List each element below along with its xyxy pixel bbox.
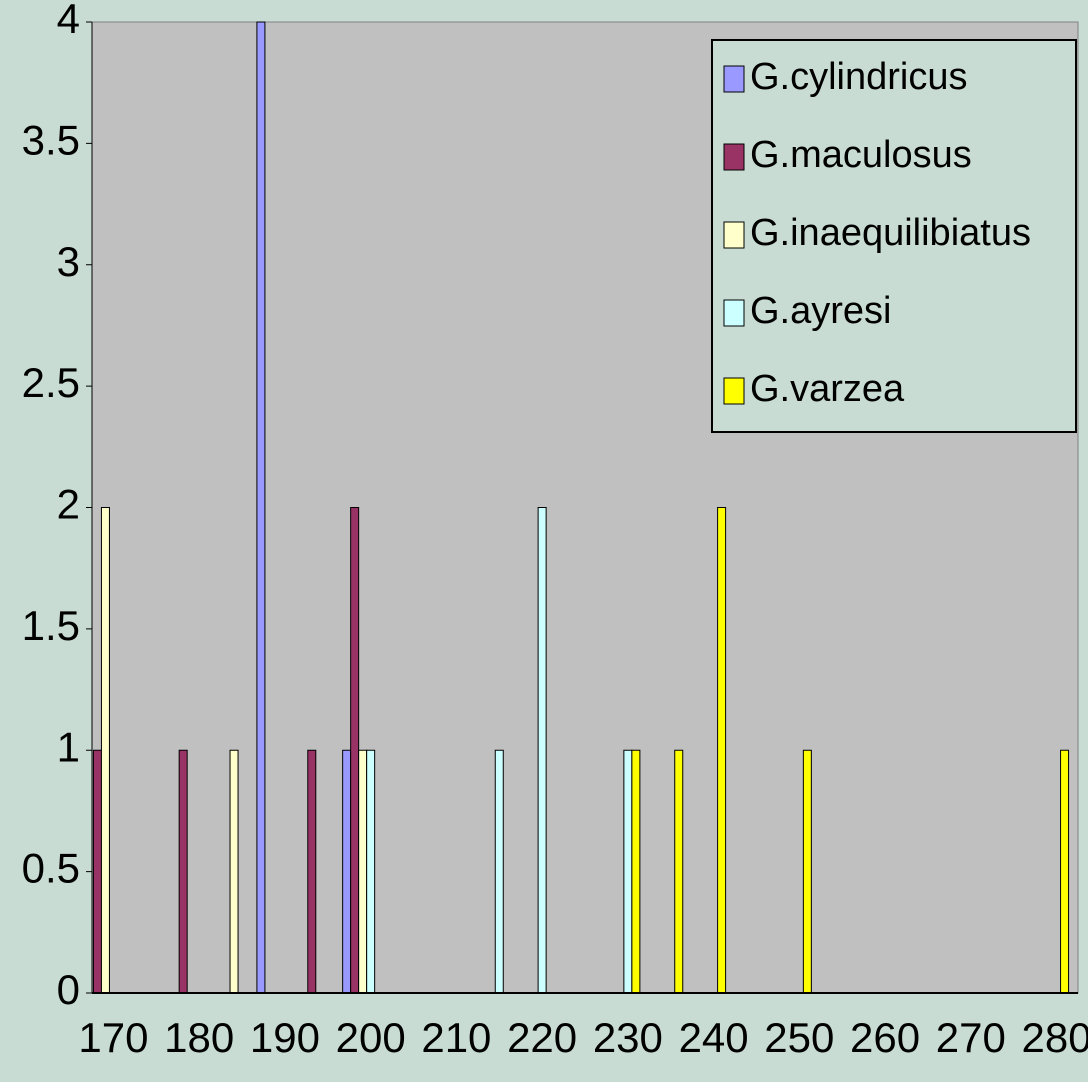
legend-box [711,39,1077,433]
legend-label: G.ayresi [750,290,891,332]
bar [802,749,812,994]
bar [366,749,376,994]
legend-swatch [723,299,745,327]
legend-label: G.varzea [750,368,905,410]
legend-swatch [723,143,745,171]
bar [178,749,188,994]
bar [537,507,547,994]
x-tick-label: 240 [679,1014,749,1061]
bar [358,749,368,994]
legend-label: G.cylindricus [750,56,968,98]
legend-label: G.inaequilibiatus [750,212,1031,254]
y-tick-label: 4 [57,0,80,42]
x-tick-label: 230 [593,1014,663,1061]
bar [92,749,102,994]
bar [256,21,266,994]
bar [1060,749,1070,994]
x-tick-label: 260 [850,1014,920,1061]
bar [100,507,110,994]
bar [631,749,641,994]
x-tick-label: 210 [421,1014,491,1061]
legend-swatch [723,65,745,93]
bar [674,749,684,994]
bar [717,507,727,994]
bar [229,749,239,994]
bar [350,507,360,994]
legend-swatch [723,221,745,249]
x-tick-label: 170 [78,1014,148,1061]
y-tick-label: 2.5 [22,359,80,406]
bar [623,749,633,994]
x-tick-label: 180 [164,1014,234,1061]
x-tick-label: 270 [936,1014,1006,1061]
y-tick-label: 0 [57,966,80,1013]
y-tick-label: 3 [57,238,80,285]
y-tick-label: 3.5 [22,116,80,163]
bar [494,749,504,994]
legend-swatch [723,377,745,405]
y-tick-label: 2 [57,481,80,528]
legend-label: G.maculosus [750,134,972,176]
y-tick-label: 0.5 [22,845,80,892]
bar [307,749,317,994]
x-tick-label: 190 [250,1014,320,1061]
y-tick-label: 1 [57,723,80,770]
x-tick-label: 200 [336,1014,406,1061]
y-tick-label: 1.5 [22,602,80,649]
x-tick-label: 280 [1022,1014,1088,1061]
bar [342,749,352,994]
x-tick-label: 220 [507,1014,577,1061]
x-tick-label: 250 [764,1014,834,1061]
